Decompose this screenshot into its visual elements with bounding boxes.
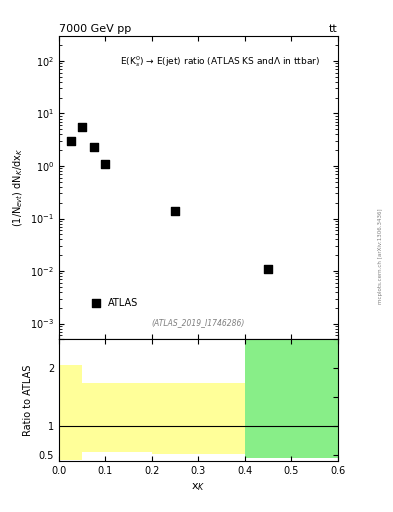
Text: E(K$_s^0$) → E(jet) ratio (ATLAS KS andΛ in ttbar): E(K$_s^0$) → E(jet) ratio (ATLAS KS andΛ… bbox=[120, 54, 320, 69]
Point bbox=[91, 143, 97, 151]
Point bbox=[265, 265, 272, 273]
Text: (ATLAS_2019_I1746286): (ATLAS_2019_I1746286) bbox=[152, 318, 245, 327]
Text: 7000 GeV pp: 7000 GeV pp bbox=[59, 24, 131, 34]
Y-axis label: Ratio to ATLAS: Ratio to ATLAS bbox=[23, 365, 33, 436]
Point bbox=[68, 137, 74, 145]
Text: mcplots.cern.ch [arXiv:1306.3436]: mcplots.cern.ch [arXiv:1306.3436] bbox=[378, 208, 383, 304]
Point bbox=[93, 298, 99, 307]
Point bbox=[102, 160, 108, 168]
Text: ATLAS: ATLAS bbox=[108, 297, 138, 308]
X-axis label: x$_K$: x$_K$ bbox=[191, 481, 206, 493]
Point bbox=[172, 207, 178, 215]
Y-axis label: (1/N$_{evt}$) dN$_K$/dx$_K$: (1/N$_{evt}$) dN$_K$/dx$_K$ bbox=[11, 148, 24, 227]
Point bbox=[79, 123, 85, 131]
Text: tt: tt bbox=[329, 24, 338, 34]
